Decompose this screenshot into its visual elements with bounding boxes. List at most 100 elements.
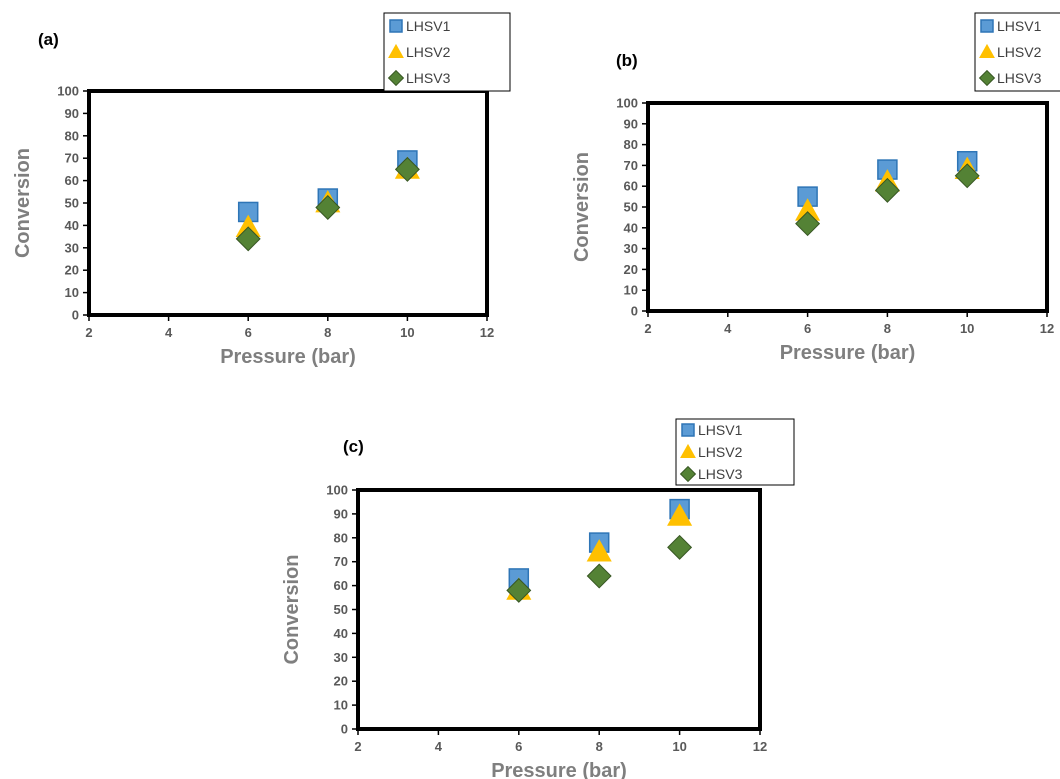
y-tick-label: 60 <box>65 173 79 188</box>
legend: LHSV1 LHSV2 LHSV3 <box>383 12 511 92</box>
x-tick-label: 6 <box>515 739 522 754</box>
x-tick-label: 2 <box>354 739 361 754</box>
y-tick-label: 90 <box>624 116 638 131</box>
chart-panel-3: 0 10 20 30 40 50 60 70 80 90 100 2 4 6 8 10 12 Pressure (… <box>281 418 795 779</box>
data-point-lhsv2-3 <box>667 503 693 526</box>
x-tick-label: 4 <box>165 325 173 340</box>
y-tick-label: 50 <box>65 196 79 211</box>
y-tick-label: 0 <box>72 308 79 323</box>
y-tick-label: 100 <box>616 96 638 111</box>
y-tick-label: 80 <box>334 530 348 545</box>
legend-label-lhsv1: LHSV1 <box>997 18 1042 34</box>
y-tick-label: 60 <box>334 578 348 593</box>
plot-frame <box>646 101 1049 313</box>
y-tick-label: 90 <box>334 506 348 521</box>
y-tick-label: 30 <box>624 241 638 256</box>
legend: LHSV1 LHSV2 LHSV3 <box>675 418 795 486</box>
data-point-lhsv3-1 <box>235 226 261 252</box>
legend-marker-lhsv1 <box>980 19 994 33</box>
data-point-lhsv2-2 <box>586 539 612 562</box>
x-tick-label: 6 <box>804 321 811 336</box>
panel-label: (a) <box>38 30 59 49</box>
data-point-lhsv3-2 <box>315 194 341 220</box>
legend-label-lhsv1: LHSV1 <box>406 18 451 34</box>
y-tick-label: 40 <box>65 218 79 233</box>
legend-marker-lhsv2 <box>979 43 995 58</box>
legend-label-lhsv2: LHSV2 <box>698 444 743 460</box>
x-tick-label: 12 <box>480 325 494 340</box>
x-tick-label: 2 <box>85 325 92 340</box>
y-axis-title: Conversion <box>571 152 593 262</box>
y-tick-label: 70 <box>65 151 79 166</box>
legend-marker-lhsv1 <box>681 423 695 437</box>
y-tick-label: 10 <box>65 285 79 300</box>
legend-marker-lhsv2 <box>388 43 404 58</box>
y-tick-label: 80 <box>65 128 79 143</box>
y-tick-label: 50 <box>334 602 348 617</box>
y-tick-label: 60 <box>624 179 638 194</box>
y-tick-label: 20 <box>65 263 79 278</box>
x-tick-label: 10 <box>960 321 974 336</box>
x-tick-label: 12 <box>753 739 767 754</box>
legend-marker-lhsv1 <box>389 19 403 33</box>
y-tick-label: 100 <box>57 84 79 99</box>
legend-marker-lhsv3 <box>679 465 697 483</box>
legend-marker-lhsv3 <box>387 69 405 87</box>
x-tick-label: 4 <box>724 321 732 336</box>
x-tick-label: 12 <box>1040 321 1054 336</box>
x-tick-label: 6 <box>245 325 252 340</box>
data-point-lhsv3-3 <box>667 534 693 560</box>
data-point-lhsv3-1 <box>506 577 532 603</box>
y-tick-label: 70 <box>624 158 638 173</box>
legend: LHSV1 LHSV2 LHSV3 <box>974 12 1060 92</box>
y-tick-label: 80 <box>624 137 638 152</box>
data-point-lhsv2-1 <box>795 198 821 221</box>
legend-marker-lhsv2 <box>680 443 696 458</box>
panel-label: (b) <box>616 51 638 70</box>
x-axis-title: Pressure (bar) <box>780 342 916 364</box>
x-axis-title: Pressure (bar) <box>491 760 627 779</box>
data-point-lhsv3-3 <box>954 163 980 189</box>
y-axis-title: Conversion <box>281 554 303 664</box>
data-point-lhsv3-2 <box>874 177 900 203</box>
x-tick-label: 2 <box>644 321 651 336</box>
legend-box <box>383 12 511 92</box>
x-tick-label: 8 <box>884 321 891 336</box>
data-point-lhsv3-2 <box>586 563 612 589</box>
y-tick-label: 20 <box>334 674 348 689</box>
legend-label-lhsv1: LHSV1 <box>698 422 743 438</box>
y-tick-label: 100 <box>326 483 348 498</box>
x-tick-label: 8 <box>324 325 331 340</box>
y-tick-label: 30 <box>334 650 348 665</box>
x-tick-label: 4 <box>435 739 443 754</box>
y-tick-label: 10 <box>334 698 348 713</box>
y-tick-label: 20 <box>624 262 638 277</box>
data-point-lhsv2-1 <box>235 214 261 238</box>
y-axis-title: Conversion <box>12 148 34 258</box>
y-tick-label: 0 <box>631 304 638 319</box>
data-point-lhsv3-1 <box>795 211 821 237</box>
y-tick-label: 30 <box>65 240 79 255</box>
x-tick-label: 10 <box>672 739 686 754</box>
data-point-lhsv3-3 <box>394 156 420 182</box>
chart-panel-1: 0 10 20 30 40 50 60 70 80 90 100 2 4 6 8 10 12 Pressure (… <box>12 12 511 368</box>
y-tick-label: 10 <box>624 283 638 298</box>
y-tick-label: 40 <box>624 220 638 235</box>
legend-label-lhsv2: LHSV2 <box>997 44 1042 60</box>
legend-label-lhsv3: LHSV3 <box>406 70 451 86</box>
panel-label: (c) <box>343 437 364 456</box>
y-tick-label: 40 <box>334 626 348 641</box>
chart-panel-2: 0 10 20 30 40 50 60 70 80 90 100 2 4 6 8 10 12 Pressure (… <box>571 12 1060 364</box>
legend-label-lhsv2: LHSV2 <box>406 44 451 60</box>
y-tick-label: 0 <box>341 722 348 737</box>
legend-label-lhsv3: LHSV3 <box>997 70 1042 86</box>
x-axis-title: Pressure (bar) <box>220 346 356 368</box>
legend-marker-lhsv3 <box>978 69 996 87</box>
y-tick-label: 50 <box>624 200 638 215</box>
plot-frame <box>356 488 762 731</box>
y-tick-label: 70 <box>334 554 348 569</box>
legend-label-lhsv3: LHSV3 <box>698 466 743 482</box>
x-tick-label: 10 <box>400 325 414 340</box>
y-tick-label: 90 <box>65 106 79 121</box>
